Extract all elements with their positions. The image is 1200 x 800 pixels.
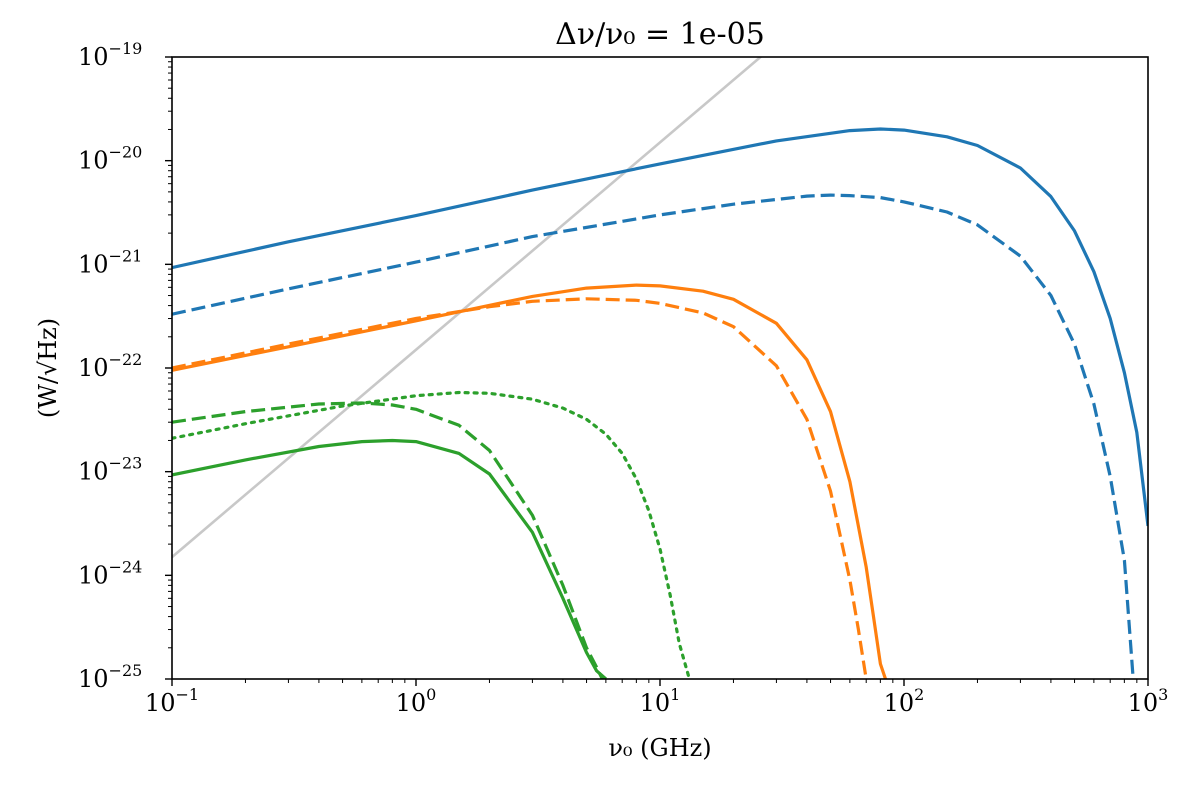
x-tick-label: 10−1 bbox=[145, 685, 199, 717]
x-tick-label: 100 bbox=[396, 685, 437, 717]
series-line-green-dotted bbox=[172, 390, 691, 679]
y-axis-label: (W/√Hz) bbox=[34, 318, 62, 418]
x-axis: 10−1 100 101 102 103 bbox=[145, 679, 1168, 717]
y-tick-label: 10−20 bbox=[78, 143, 142, 175]
x-tick-label: 102 bbox=[884, 685, 925, 717]
y-tick-label: 10−22 bbox=[78, 350, 142, 382]
chart-title: Δν/ν₀ = 1e-05 bbox=[555, 17, 765, 52]
y-axis: 10−25 10−24 10−23 10−22 10−21 10−20 10−19 bbox=[78, 39, 172, 693]
series-line-green-solid bbox=[172, 438, 607, 679]
x-tick-label: 103 bbox=[1128, 685, 1169, 717]
x-tick-label: 101 bbox=[640, 685, 681, 717]
series-line-blue-dashed bbox=[172, 193, 1135, 679]
y-tick-label: 10−21 bbox=[78, 246, 142, 278]
series-line-orange-dashed bbox=[172, 297, 868, 679]
y-tick-label: 10−24 bbox=[78, 557, 142, 589]
plot-frame bbox=[171, 56, 1149, 680]
y-tick-label: 10−25 bbox=[78, 661, 142, 693]
series-line-orange-solid bbox=[172, 283, 888, 679]
series-line-green-dashed bbox=[172, 401, 604, 679]
y-tick-label: 10−23 bbox=[78, 454, 142, 486]
y-tick-label: 10−19 bbox=[78, 39, 142, 71]
x-axis-label: ν₀ (GHz) bbox=[608, 734, 711, 762]
series-layer bbox=[172, 57, 1148, 679]
series-line-reference bbox=[172, 57, 763, 559]
series-line-blue-solid bbox=[172, 127, 1148, 527]
